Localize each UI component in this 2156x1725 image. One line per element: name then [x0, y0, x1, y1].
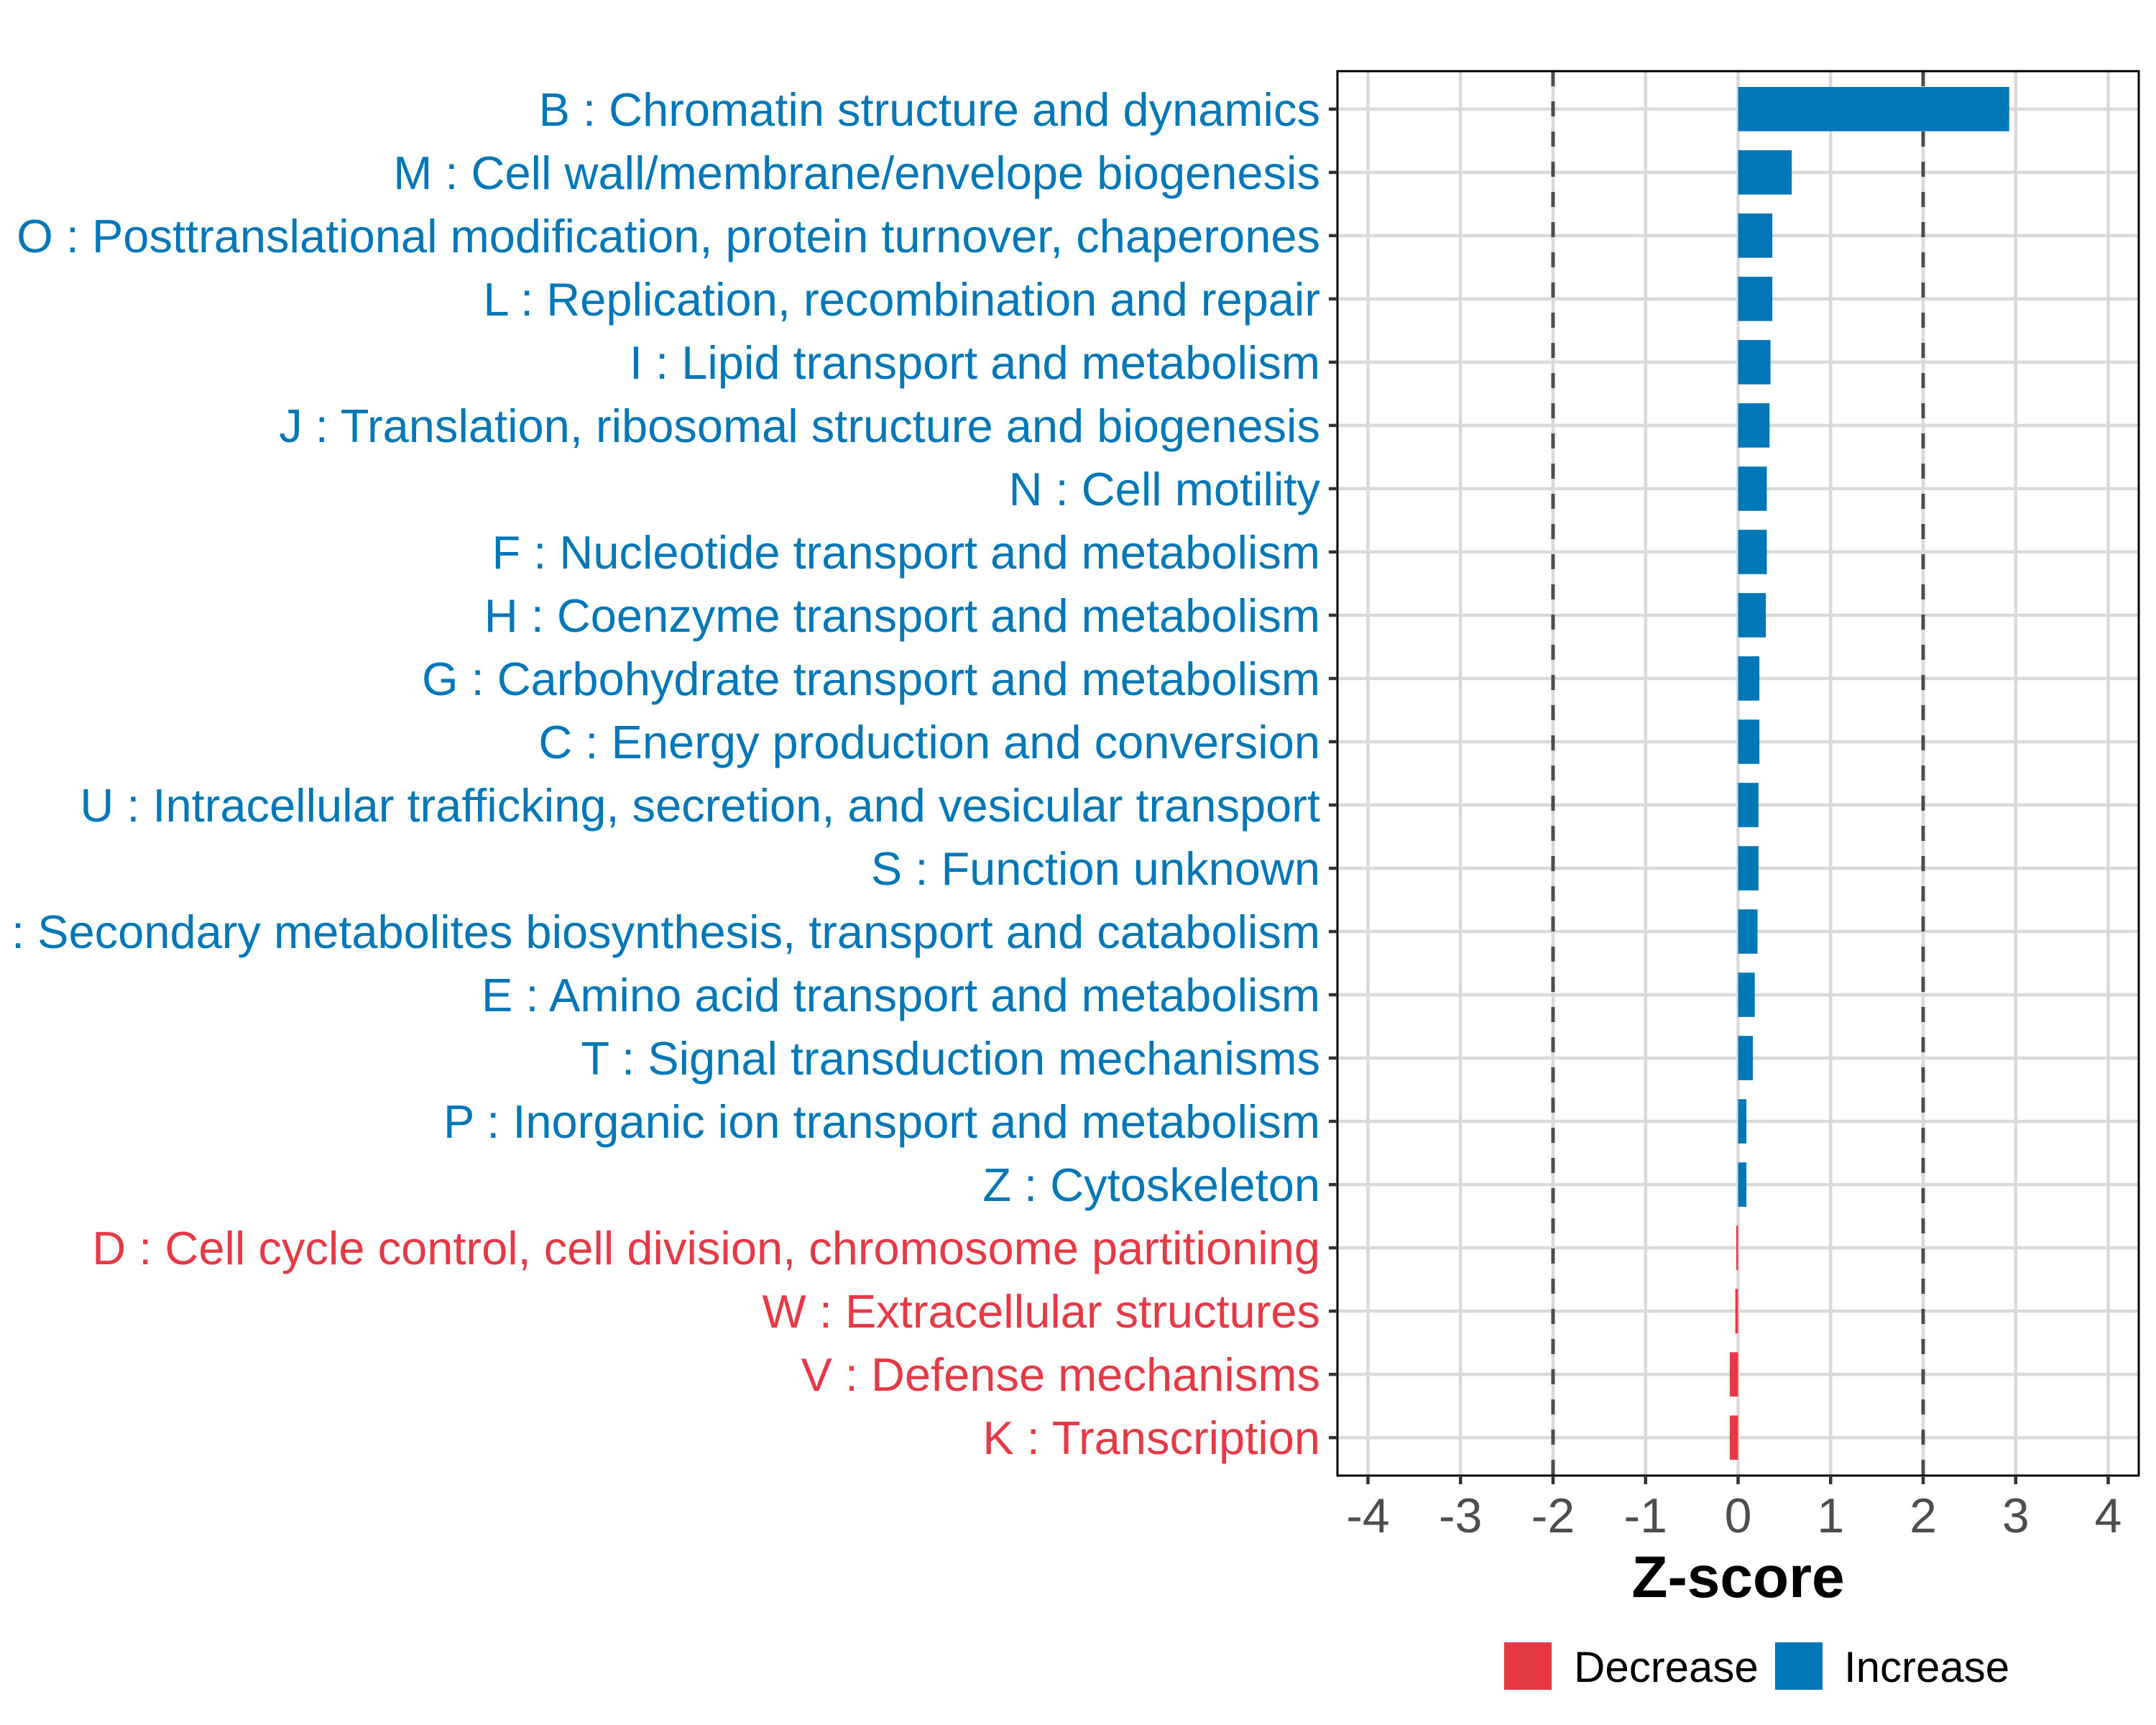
y-tick-label: T : Signal transduction mechanisms — [581, 1032, 1320, 1085]
x-tick-label: 1 — [1817, 1489, 1844, 1543]
y-tick-label: H : Coenzyme transport and metabolism — [484, 589, 1320, 642]
legend-key-increase — [1775, 1642, 1823, 1690]
x-tick-label: -3 — [1439, 1489, 1482, 1543]
bar — [1738, 1036, 1754, 1080]
x-tick-label: -4 — [1346, 1489, 1389, 1543]
bar — [1738, 846, 1759, 891]
reference-lines — [1551, 71, 1925, 1476]
x-tick-label: 0 — [1725, 1489, 1752, 1543]
y-tick-label: D : Cell cycle control, cell division, c… — [92, 1222, 1320, 1274]
x-tick-label: 4 — [2095, 1489, 2122, 1543]
y-axis: B : Chromatin structure and dynamics M : … — [0, 83, 1337, 1464]
bar — [1738, 1162, 1747, 1207]
y-tick-label: E : Amino acid transport and metabolism — [482, 969, 1320, 1021]
bar — [1738, 972, 1755, 1017]
y-tick-label: G : Carbohydrate transport and metabolis… — [422, 653, 1320, 705]
x-tick-label: 3 — [2002, 1489, 2030, 1543]
y-tick-label: J : Translation, ribosomal structure and… — [279, 400, 1320, 452]
bar — [1738, 277, 1773, 321]
bar — [1738, 466, 1767, 511]
y-tick-label: S : Function unknown — [871, 842, 1320, 895]
y-tick-label: C : Energy production and conversion — [538, 716, 1320, 768]
bars — [1729, 87, 2009, 1460]
bar — [1738, 593, 1766, 638]
bar — [1738, 340, 1771, 385]
y-tick-label: Z : Cytoskeleton — [982, 1159, 1320, 1211]
y-tick-label: L : Replication, recombination and repai… — [483, 273, 1320, 326]
bar — [1738, 530, 1767, 574]
y-tick-label: W : Extracellular structures — [762, 1285, 1320, 1338]
y-tick-label: Q : Secondary metabolites biosynthesis, … — [0, 906, 1320, 958]
y-tick-label: K : Transcription — [982, 1412, 1320, 1464]
bar — [1738, 213, 1773, 258]
bar — [1729, 1352, 1738, 1397]
y-tick-label: I : Lipid transport and metabolism — [630, 336, 1320, 389]
legend-label-increase: Increase — [1844, 1643, 2009, 1691]
y-tick-label: N : Cell motility — [1009, 463, 1321, 515]
legend-label-decrease: Decrease — [1574, 1643, 1759, 1691]
y-tick-label: M : Cell wall/membrane/envelope biogenes… — [393, 147, 1320, 199]
y-tick-label: O : Posttranslational modification, prot… — [17, 210, 1320, 262]
bar — [1738, 87, 2009, 132]
y-tick-label: P : Inorganic ion transport and metaboli… — [443, 1095, 1320, 1148]
x-tick-label: -1 — [1624, 1489, 1667, 1543]
legend: Decrease Increase — [1504, 1642, 2009, 1691]
bar — [1738, 403, 1770, 448]
x-tick-label: 2 — [1909, 1489, 1937, 1543]
bar — [1738, 656, 1760, 701]
bar — [1736, 1225, 1738, 1270]
y-tick-label: U : Intracellular trafficking, secretion… — [80, 779, 1320, 832]
bar — [1735, 1289, 1738, 1333]
plot-panel — [1336, 70, 2140, 1477]
x-axis: -4 -3 -2 -1 0 1 2 3 4 — [1346, 1476, 2122, 1543]
x-axis-title: Z-score — [1631, 1545, 1844, 1610]
bar — [1729, 1415, 1738, 1460]
bar — [1738, 1099, 1747, 1144]
y-tick-label: V : Defense mechanisms — [801, 1348, 1320, 1401]
y-tick-label: F : Nucleotide transport and metabolism — [492, 526, 1320, 579]
bar — [1738, 909, 1758, 954]
x-tick-label: -2 — [1531, 1489, 1575, 1543]
legend-key-decrease — [1504, 1642, 1552, 1690]
bar — [1738, 783, 1759, 827]
bar — [1738, 150, 1792, 195]
bar — [1738, 719, 1760, 764]
y-tick-label: B : Chromatin structure and dynamics — [539, 83, 1320, 136]
